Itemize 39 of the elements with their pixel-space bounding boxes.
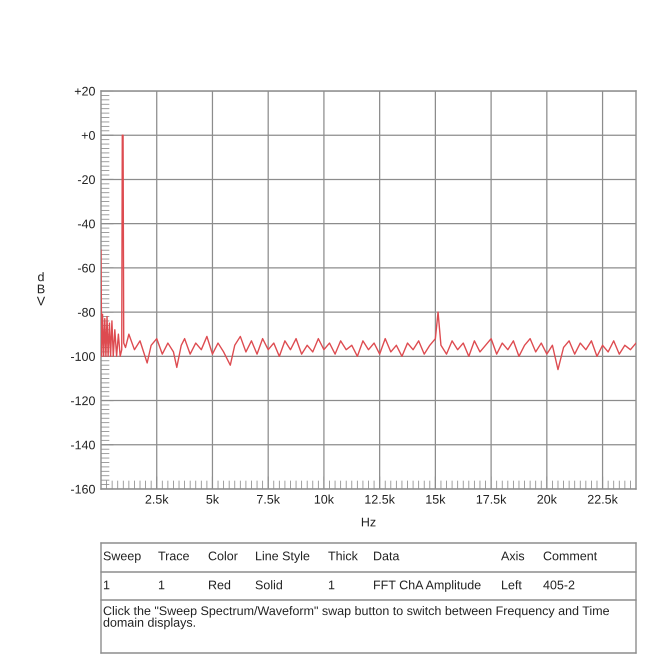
x-tick-label: 17.5k [476,494,506,504]
x-tick-label: 2.5k [146,494,169,504]
text: Left [502,580,522,590]
y-tick-label: -100 [70,352,95,361]
text: 1 [328,580,334,590]
y-tick-label: -160 [70,484,95,494]
x-tick-label: 10k [314,494,334,504]
text: Line Style [256,551,310,563]
text: Data [374,552,400,560]
text: Thick [328,551,358,560]
text: 405-2 [543,580,574,590]
y-tick-label: +0 [82,131,95,140]
text: Sweep [104,552,141,563]
y-tick-label: -80 [78,308,95,317]
x-tick-label: 22.5k [588,494,618,504]
x-axis-title: Hz [362,518,376,526]
text: Click the "Sweep Spectrum/Waveform" swap button to switch between Frequency and Time domain displays. [104,606,609,630]
text: Trace [158,552,189,560]
x-tick-label: 15k [426,494,446,504]
text: 1 [104,580,110,590]
y-tick-label: -20 [78,175,95,184]
text: FFT ChA Amplitude [374,580,481,592]
y-axis-title: dBV [36,272,46,306]
line-series [101,134,636,370]
y-tick-label: -60 [78,264,95,273]
text: Solid [256,580,282,590]
x-tick-label: 7.5k [257,494,280,504]
y-tick-label: +20 [74,86,95,96]
y-tick-label: -40 [78,219,95,228]
x-tick-label: 5k [206,494,220,504]
y-tick-label: -140 [70,440,95,450]
x-tick-label: 20k [537,494,557,504]
text: Axis [501,551,524,560]
text: Color [208,551,238,560]
x-tick-label: 12.5k [365,494,395,504]
text: Red [209,580,230,590]
text: 1 [158,580,164,590]
text: Comment [544,552,598,560]
y-tick-label: -120 [70,396,95,406]
